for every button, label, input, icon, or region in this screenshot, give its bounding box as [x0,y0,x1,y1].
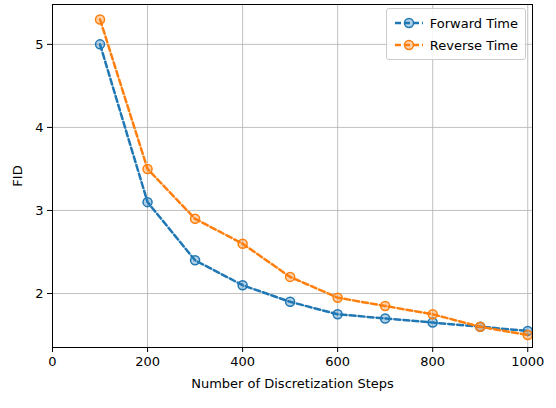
svg-text:400: 400 [230,354,255,369]
svg-text:800: 800 [420,354,445,369]
html-text:Reverse Time: Reverse Time [429,37,518,53]
svg-text:200: 200 [135,354,160,369]
svg-text:2: 2 [35,286,43,301]
svg-text:1000: 1000 [511,354,544,369]
svg-text:3: 3 [35,203,43,218]
svg-text:FID: FID [10,165,25,186]
svg-text:4: 4 [35,120,43,135]
html-text:Forward Time: Forward Time [429,15,518,31]
svg-text:Number of Discretization Steps: Number of Discretization Steps [191,376,394,391]
svg-text:5: 5 [35,37,43,52]
svg-text:600: 600 [325,354,350,369]
svg-text:0: 0 [48,354,56,369]
